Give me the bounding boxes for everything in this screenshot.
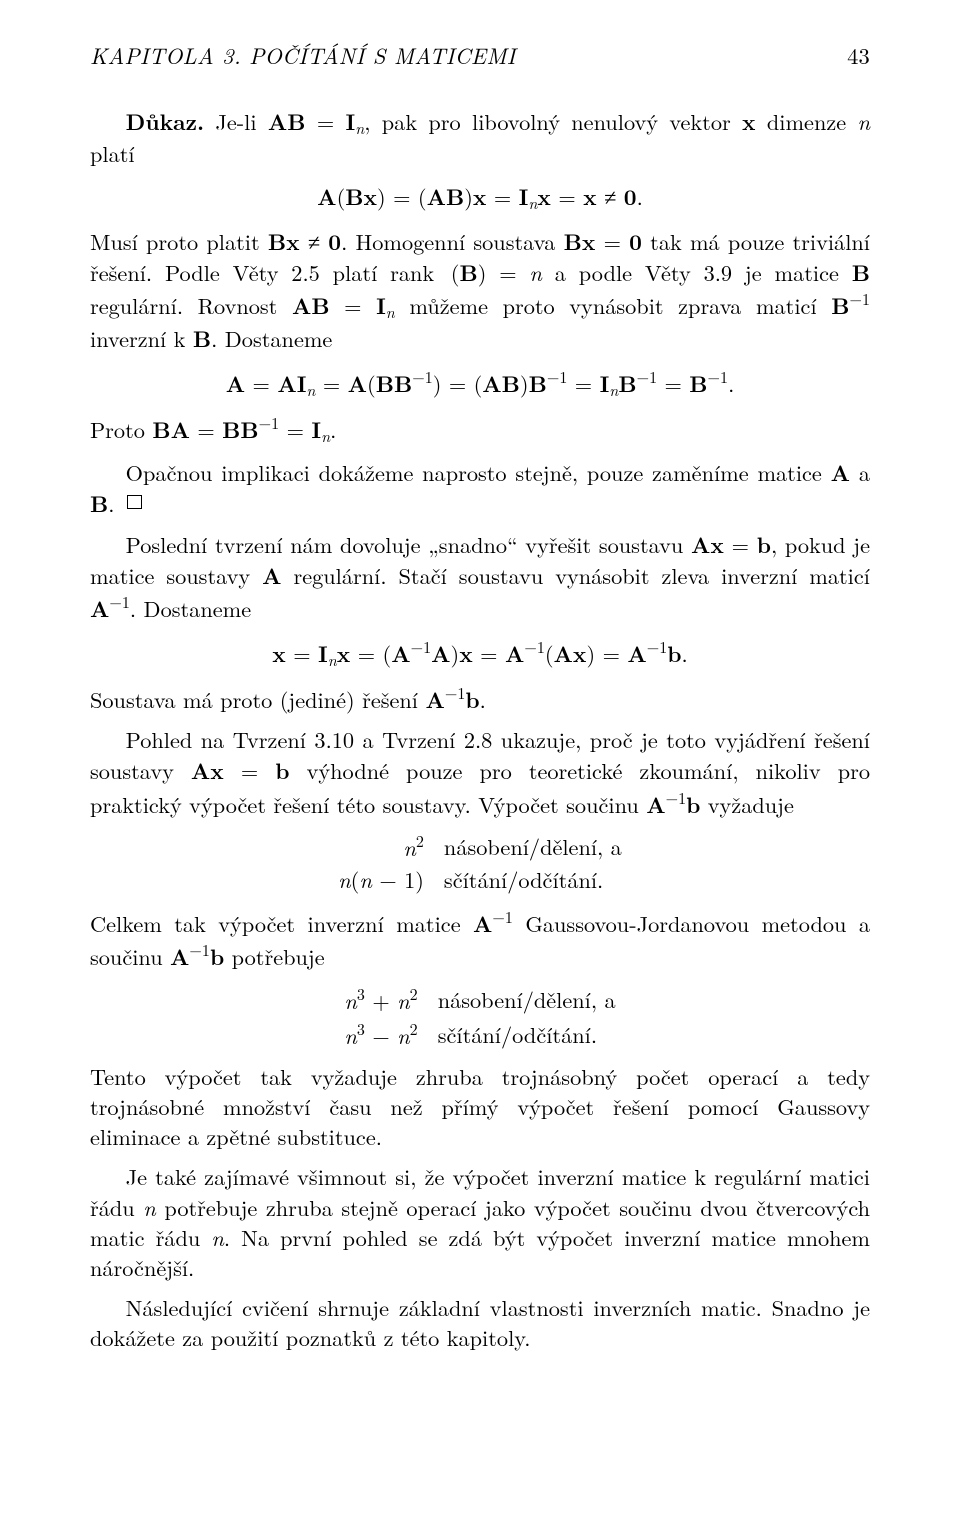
header-left: KAPITOLA 3. POČÍTÁNÍ S MATICEMI <box>90 40 516 70</box>
text: . <box>330 414 336 445</box>
text: . <box>480 684 486 715</box>
page-number: 43 <box>847 40 870 70</box>
para-5: Poslední tvrzení nám dovoluje „snadno“ v… <box>90 529 870 624</box>
text: Proto <box>90 414 152 445</box>
text: , pak pro libovolný nenulový vektor <box>364 106 742 137</box>
para-2: Musí proto platit Bx ≠ 0. Homogenní sous… <box>90 226 870 354</box>
cell: n2 <box>328 829 434 864</box>
cell: sčítání/odčítání. <box>434 864 632 896</box>
text: Je-li <box>204 106 268 137</box>
table-row: n(n − 1) sčítání/odčítání. <box>328 864 632 896</box>
text: a <box>850 457 870 488</box>
ops-table-2: n3 + n2 násobení/dělení, a n3 − n2 sčítá… <box>334 982 625 1052</box>
para-6: Soustava má proto (jediné) řešení A−1b. <box>90 682 870 715</box>
cell: násobení/dělení, a <box>428 982 626 1017</box>
text: Celkem tak výpočet inverzní matice <box>90 908 473 939</box>
text: . Dostaneme <box>211 323 332 354</box>
text: . Dostaneme <box>130 593 251 624</box>
text: Opačnou implikaci dokážeme naprosto stej… <box>126 457 831 488</box>
equation-1: A(Bx) = (AB)x = Inx = x ≠ 0. <box>90 181 870 214</box>
text: dimenze <box>756 106 858 137</box>
para-7: Pohled na Tvrzení 3.10 a Tvrzení 2.8 uka… <box>90 725 870 819</box>
cell: násobení/dělení, a <box>434 829 632 864</box>
proof-start: Důkaz. Je-li AB = In, pak pro libovolný … <box>90 106 870 169</box>
para-3: Proto BA = BB−1 = In. <box>90 412 870 447</box>
text: regulární. Stačí soustavu vynásobit zlev… <box>282 560 870 591</box>
text: Musí proto platit <box>90 226 268 257</box>
proof-label: Důkaz. <box>126 105 204 137</box>
cell: n3 + n2 <box>334 982 427 1017</box>
table-row: n3 + n2 násobení/dělení, a <box>334 982 625 1017</box>
text: regulární. Rovnost <box>90 290 292 321</box>
text: Poslední tvrzení nám dovoluje „snadno“ v… <box>126 529 691 560</box>
cell: n3 − n2 <box>334 1017 427 1052</box>
text: Soustava má proto (jediné) řešení <box>90 684 425 715</box>
equation-2: A = AIn = A(BB−1) = (AB)B−1 = InB−1 = B−… <box>90 366 870 401</box>
para-11: Následující cvičení shrnuje základní vla… <box>90 1293 870 1353</box>
math: AB <box>268 105 306 137</box>
cell: sčítání/odčítání. <box>428 1017 626 1052</box>
table-row: n2 násobení/dělení, a <box>328 829 632 864</box>
text: inverzní k <box>90 323 193 354</box>
page: KAPITOLA 3. POČÍTÁNÍ S MATICEMI 43 Důkaz… <box>0 0 960 1522</box>
para-10: Je také zajímavé všimnout si, že výpočet… <box>90 1162 870 1282</box>
cell: n(n − 1) <box>328 864 434 896</box>
table-row: n3 − n2 sčítání/odčítání. <box>334 1017 625 1052</box>
text: platí <box>90 138 135 169</box>
qed-icon <box>127 495 141 509</box>
ops-table-1: n2 násobení/dělení, a n(n − 1) sčítání/o… <box>328 829 632 896</box>
para-4: Opačnou implikaci dokážeme naprosto stej… <box>90 457 870 519</box>
text: potřebuje <box>224 941 324 972</box>
text: vyžaduje <box>700 788 794 819</box>
text: můžeme proto vynásobit zprava maticí <box>395 290 831 321</box>
para-9: Tento výpočet tak vyžaduje zhruba trojná… <box>90 1062 870 1152</box>
text: a podle Věty 3.9 je matice <box>542 257 852 288</box>
running-header: KAPITOLA 3. POČÍTÁNÍ S MATICEMI 43 <box>90 40 870 70</box>
text: . <box>108 488 122 519</box>
para-8: Celkem tak výpočet inverzní matice A−1 G… <box>90 906 870 972</box>
equation-3: x = Inx = (A−1A)x = A−1(Ax) = A−1b. <box>90 636 870 671</box>
text: . Homogenní soustava <box>341 226 563 257</box>
